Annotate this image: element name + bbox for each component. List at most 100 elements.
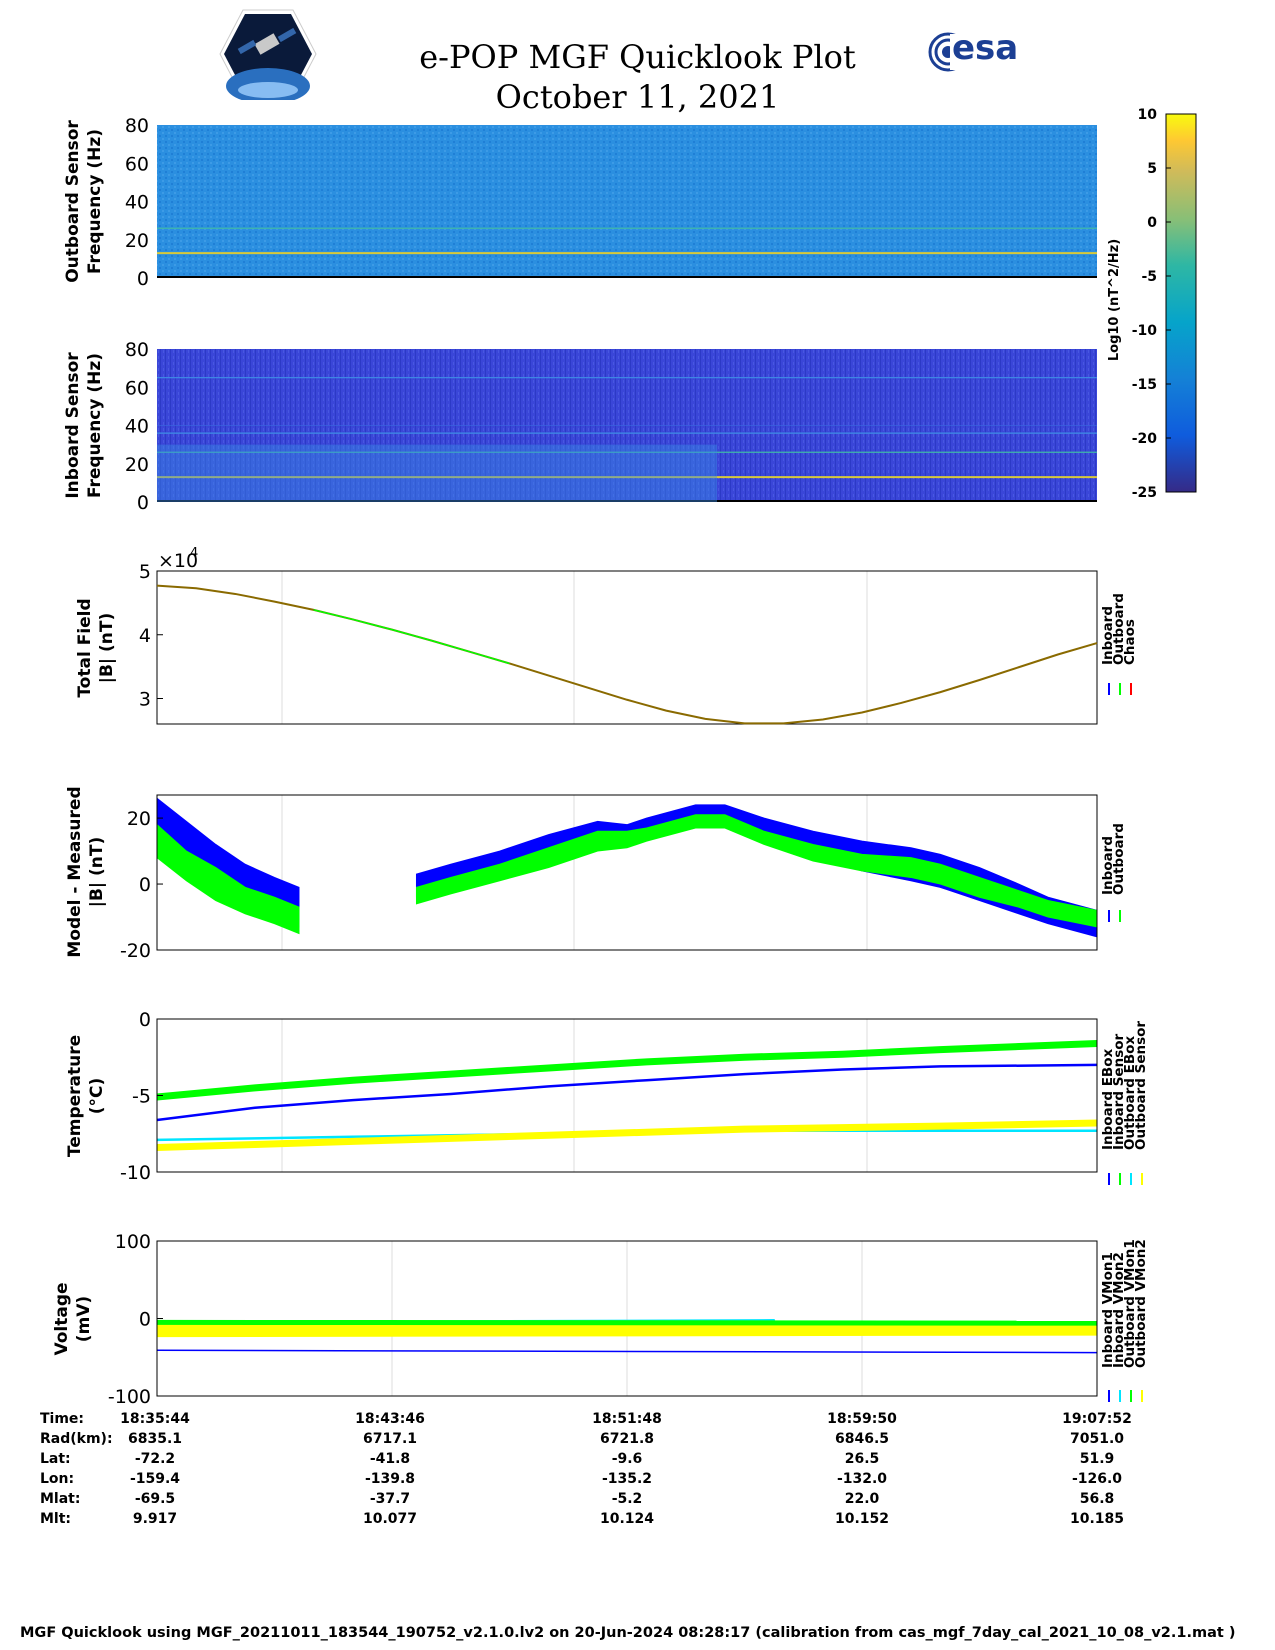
y-tick-label: 0 bbox=[137, 268, 149, 290]
y-tick-label: 80 bbox=[125, 339, 149, 361]
esa-globe-icon bbox=[928, 32, 972, 72]
legend-label: Inboard bbox=[1100, 606, 1116, 665]
colorbar-tick-label: -20 bbox=[1132, 431, 1158, 447]
legend-entry: Outboard EBox bbox=[1122, 1036, 1138, 1150]
y-tick-label: -10 bbox=[120, 1162, 151, 1184]
ephemeris-value: 22.0 bbox=[844, 1491, 880, 1507]
exponent-power: 4 bbox=[190, 546, 198, 561]
y-tick-label: 60 bbox=[125, 153, 149, 175]
y-tick-label: -20 bbox=[120, 940, 151, 962]
y-tick-label: 0 bbox=[139, 1009, 151, 1031]
cassiope-logo bbox=[219, 9, 317, 100]
ephemeris-value: 18:51:48 bbox=[592, 1411, 662, 1427]
axis-label-line: Model - Measured bbox=[65, 786, 85, 957]
y-tick-label: 20 bbox=[125, 454, 149, 476]
ephemeris-value: -37.7 bbox=[369, 1491, 411, 1507]
ephemeris-value: -159.4 bbox=[129, 1471, 181, 1487]
voltage-line bbox=[156, 1319, 1098, 1326]
legend-entry: Inboard bbox=[1100, 606, 1116, 665]
colorbar bbox=[1165, 113, 1197, 493]
legend-label: Outboard Sensor bbox=[1133, 1021, 1149, 1150]
ephemeris-value: 6721.8 bbox=[599, 1431, 655, 1447]
axis-label-line: Total Field bbox=[75, 598, 95, 697]
esa-wordmark: esa bbox=[952, 28, 1019, 68]
ephemeris-value: -5.2 bbox=[611, 1491, 643, 1507]
legend-label: Outboard bbox=[1111, 823, 1127, 895]
ephemeris-value: 10.185 bbox=[1069, 1511, 1125, 1527]
axis-label-line: |B| (nT) bbox=[87, 837, 107, 908]
legend-label: Inboard VMon1 bbox=[1100, 1252, 1116, 1368]
temperature-line bbox=[156, 1063, 1098, 1122]
ephemeris-value: 18:59:50 bbox=[827, 1411, 897, 1427]
y-tick-label: 20 bbox=[127, 808, 151, 830]
ephemeris-row-label: Lat: bbox=[40, 1451, 71, 1467]
ephemeris-value: -9.6 bbox=[611, 1451, 643, 1467]
axis-label-line: (°C) bbox=[87, 1078, 107, 1115]
colorbar-tick-label: -25 bbox=[1132, 485, 1157, 501]
outboard-spectrogram-background bbox=[157, 125, 1097, 278]
voltage-line bbox=[156, 1321, 1098, 1338]
outboard-spectrogram-ylabel: Outboard Sensor Frequency (Hz) bbox=[63, 120, 105, 283]
ephemeris-value: 6717.1 bbox=[362, 1431, 418, 1447]
colorbar-tick-label: -10 bbox=[1132, 323, 1158, 339]
ephemeris-value: 18:35:44 bbox=[120, 1411, 190, 1427]
ephemeris-value: -139.8 bbox=[364, 1471, 416, 1487]
legend-entry: Outboard VMon1 bbox=[1122, 1239, 1138, 1368]
colorbar-tick-label: 0 bbox=[1147, 215, 1157, 231]
ephemeris-value: 19:07:52 bbox=[1062, 1411, 1132, 1427]
axis-label-line: Outboard Sensor bbox=[63, 120, 83, 283]
axis-label-line: Frequency (Hz) bbox=[85, 353, 105, 498]
total-field-ylabel: Total Field |B| (nT) bbox=[75, 598, 117, 697]
ephemeris-value: 10.152 bbox=[834, 1511, 890, 1527]
y-tick-label: 40 bbox=[125, 416, 149, 438]
esa-logo: esa bbox=[928, 28, 1038, 75]
ephemeris-value: -132.0 bbox=[836, 1471, 888, 1487]
ephemeris-value: -69.5 bbox=[134, 1491, 176, 1507]
legend-label: Outboard bbox=[1111, 593, 1127, 665]
legend-label: Chaos bbox=[1122, 619, 1138, 665]
outboard-total-field-line bbox=[313, 609, 510, 665]
axis-label-line: Frequency (Hz) bbox=[85, 129, 105, 274]
legend-label: Inboard EBox bbox=[1100, 1049, 1116, 1150]
axis-label-line: |B| (nT) bbox=[97, 613, 117, 684]
model-measured-ylabel: Model - Measured |B| (nT) bbox=[65, 786, 107, 957]
y-tick-label: 3 bbox=[139, 689, 151, 711]
low-frequency-band bbox=[157, 444, 717, 502]
axis-label-line: Inboard Sensor bbox=[63, 352, 83, 499]
total-field-plot-frame bbox=[156, 570, 1098, 725]
axis-label-line: Temperature bbox=[65, 1035, 85, 1157]
ephemeris-value: 6846.5 bbox=[834, 1431, 890, 1447]
temperature-ylabel: Temperature (°C) bbox=[65, 1035, 107, 1157]
legend-label: Outboard EBox bbox=[1122, 1036, 1138, 1150]
y-tick-label: -100 bbox=[108, 1386, 151, 1408]
legend-entry: Outboard bbox=[1111, 823, 1127, 895]
ephemeris-value: -41.8 bbox=[369, 1451, 411, 1467]
y-tick-label: -5 bbox=[132, 1086, 151, 1108]
legend-entry: Outboard VMon2 bbox=[1133, 1239, 1149, 1368]
ephemeris-row-label: Mlat: bbox=[40, 1491, 81, 1507]
legend-entry: Inboard VMon2 bbox=[1111, 1252, 1127, 1368]
temperature-plot-frame bbox=[156, 1018, 1098, 1173]
ephemeris-value: 9.917 bbox=[132, 1511, 178, 1527]
ephemeris-value: -126.0 bbox=[1071, 1471, 1123, 1487]
inboard-spectrogram-ylabel: Inboard Sensor Frequency (Hz) bbox=[63, 352, 105, 499]
plot-title-line2: October 11, 2021 bbox=[495, 78, 780, 116]
plot-title-line1: e-POP MGF Quicklook Plot bbox=[419, 38, 856, 76]
colorbar-label: Log10 (nT^2/Hz) bbox=[1107, 239, 1122, 361]
temperature-line bbox=[156, 1119, 1098, 1152]
chaos-model-line bbox=[156, 584, 1098, 725]
y-tick-label: 40 bbox=[125, 192, 149, 214]
ephemeris-row-label: Rad(km): bbox=[40, 1431, 113, 1447]
y-tick-label: 5 bbox=[139, 561, 151, 583]
ephemeris-row-label: Lon: bbox=[40, 1471, 75, 1487]
outboard-residual-band bbox=[156, 823, 300, 935]
legend-entry: Inboard EBox bbox=[1100, 1049, 1116, 1150]
voltage-ylabel: Voltage (mV) bbox=[52, 1282, 94, 1355]
exponent-label: ×10 bbox=[158, 550, 198, 572]
ephemeris-value: 56.8 bbox=[1079, 1491, 1115, 1507]
colorbar-tick-label: -5 bbox=[1141, 269, 1157, 285]
ephemeris-value: 10.077 bbox=[362, 1511, 418, 1527]
ephemeris-value: 18:43:46 bbox=[355, 1411, 425, 1427]
ephemeris-row-label: Mlt: bbox=[40, 1511, 72, 1527]
